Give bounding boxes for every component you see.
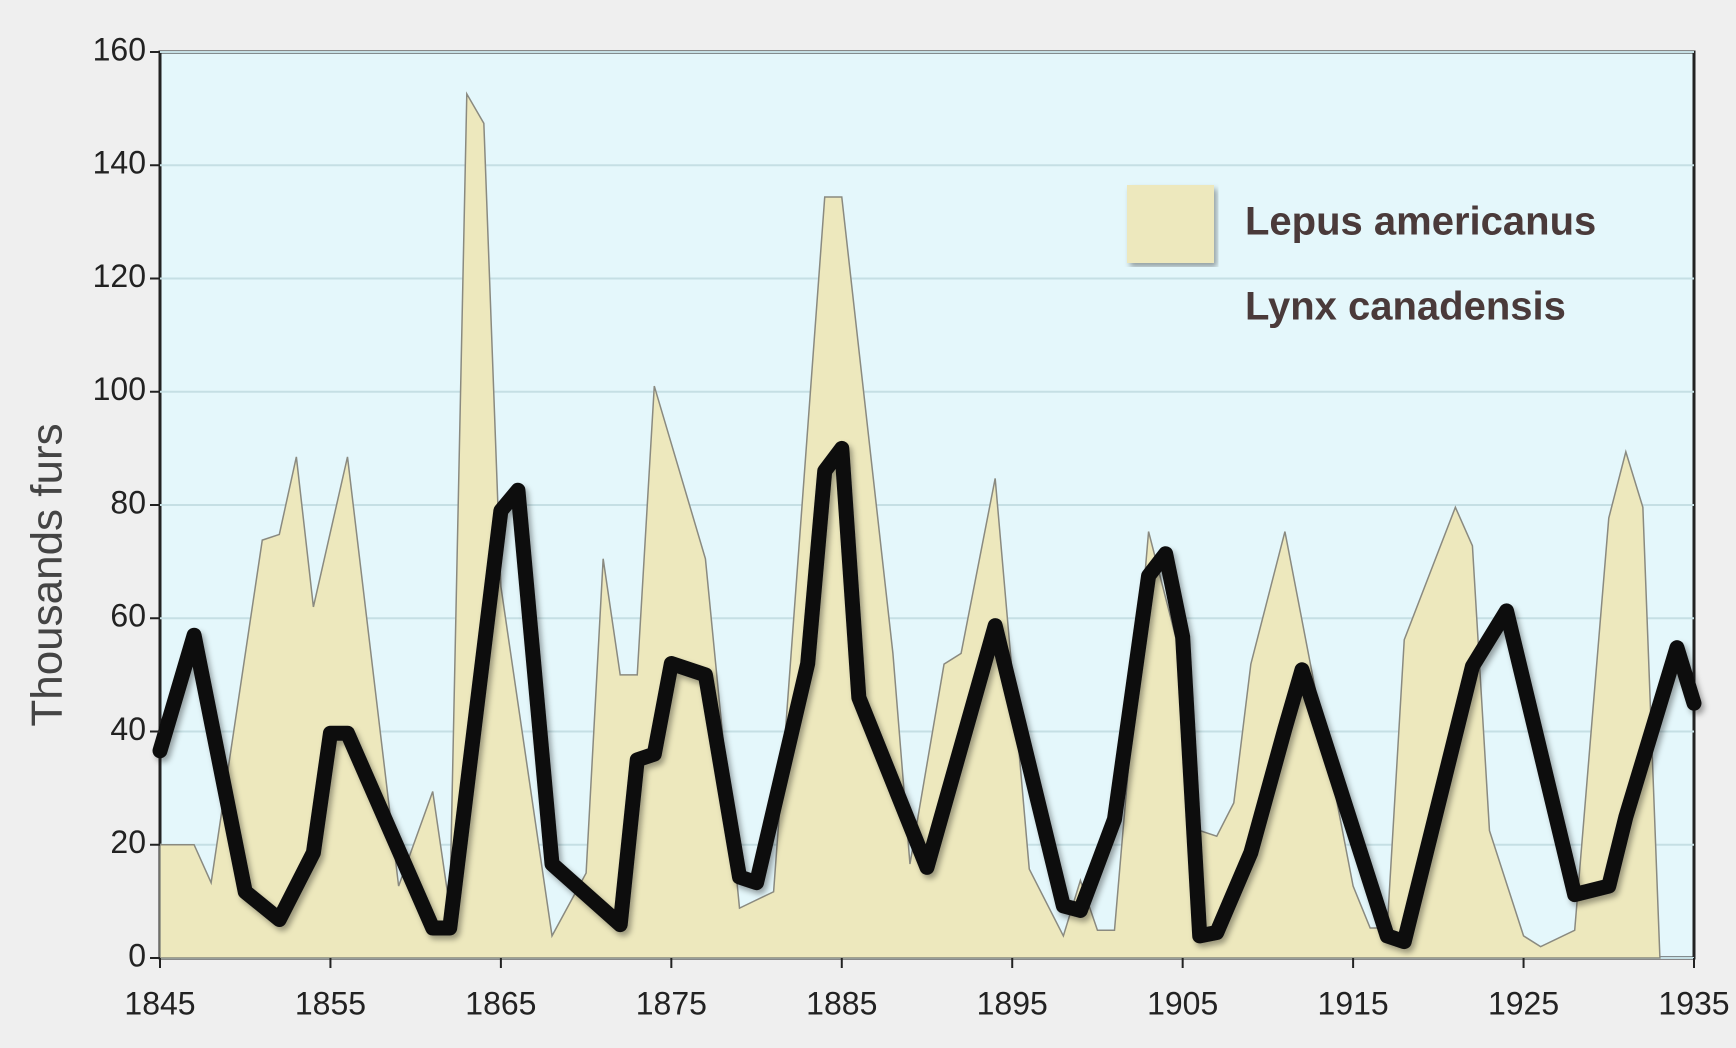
y-axis-label: Thousands furs <box>23 423 72 726</box>
y-tick-label: 140 <box>93 145 146 181</box>
legend-label: Lynx canadensis <box>1245 285 1566 329</box>
legend-label: Lepus americanus <box>1245 200 1596 244</box>
x-tick-label: 1895 <box>977 985 1048 1021</box>
x-tick-label: 1935 <box>1658 985 1729 1021</box>
y-tick-label: 80 <box>110 484 146 520</box>
y-tick-label: 20 <box>110 824 146 860</box>
x-tick-label: 1855 <box>295 985 366 1021</box>
x-tick-label: 1845 <box>124 985 195 1021</box>
x-tick-label: 1875 <box>636 985 707 1021</box>
x-tick-label: 1885 <box>806 985 877 1021</box>
line <box>152 440 1702 950</box>
legend: Lepus americanus Lynx canadensis <box>1127 185 1596 329</box>
x-tick-label: 1865 <box>465 985 536 1021</box>
y-tick-label: 60 <box>110 598 146 634</box>
y-tick-label: 120 <box>93 258 146 294</box>
x-tick-label: 1915 <box>1318 985 1389 1021</box>
y-tick-label: 40 <box>110 711 146 747</box>
y-tick-label: 160 <box>93 31 146 67</box>
legend-swatch <box>1127 185 1214 263</box>
x-tick-label: 1925 <box>1488 985 1559 1021</box>
y-tick-label: 0 <box>128 937 146 973</box>
axes: 0 20 40 60 80 100 120 140 160 1845 1855 1865 1875 188… <box>93 31 1730 1021</box>
y-tick-label: 100 <box>93 371 146 407</box>
x-tick-label: 1905 <box>1147 985 1218 1021</box>
marks <box>152 91 1702 959</box>
